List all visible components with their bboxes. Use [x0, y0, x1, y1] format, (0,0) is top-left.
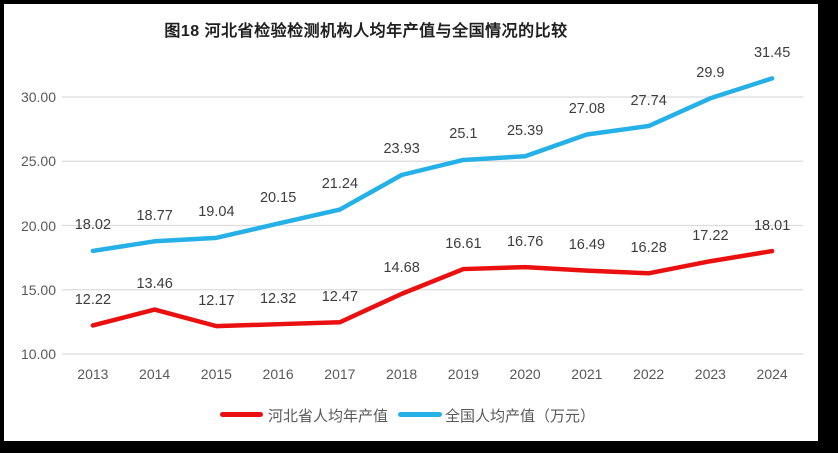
- data-label-series-1: 23.93: [383, 141, 420, 158]
- x-axis-tick-label: 2014: [139, 366, 171, 382]
- x-axis-tick-label: 2013: [77, 366, 109, 382]
- y-axis-tick-label: 10.00: [20, 346, 56, 362]
- data-label-series-1: 21.24: [321, 176, 359, 193]
- data-label-series-1: 25.1: [449, 126, 478, 143]
- data-label-series-1: 19.04: [198, 204, 235, 221]
- legend-label-national: 全国人均产值（万元）: [445, 408, 596, 425]
- data-label-series-0: 13.46: [136, 276, 173, 293]
- data-label-series-1: 29.9: [696, 64, 725, 81]
- data-label-series-0: 12.47: [321, 288, 359, 305]
- y-axis-tick-label: 20.00: [20, 217, 56, 234]
- series-line-1: [90, 76, 775, 254]
- data-label-series-0: 18.01: [753, 217, 791, 234]
- data-label-series-1: 27.08: [568, 101, 606, 118]
- series-lines: [90, 76, 775, 329]
- data-label-series-0: 12.22: [74, 291, 112, 308]
- legend-line-swatch-hebei: [220, 412, 263, 417]
- data-label-series-1: 27.74: [630, 92, 667, 109]
- chart-title: 图18 河北省检验检测机构人均年产值与全国情况的比较: [164, 23, 568, 40]
- x-axis-tick-label: 2020: [509, 366, 541, 382]
- data-label-series-1: 18.02: [74, 217, 112, 234]
- x-axis-tick-label: 2024: [756, 366, 788, 382]
- data-label-series-0: 17.22: [692, 227, 729, 244]
- gridlines: [62, 96, 803, 355]
- x-axis-tick-label: 2021: [571, 366, 603, 382]
- y-axis-tick-label: 15.00: [20, 281, 56, 298]
- x-axis-tick-label: 2023: [694, 366, 726, 382]
- y-axis-tick-label: 25.00: [20, 153, 56, 170]
- data-label-series-0: 16.49: [568, 237, 606, 254]
- x-axis-tick-label: 2015: [200, 366, 232, 382]
- x-axis-tick-label: 2019: [447, 366, 479, 382]
- chart-canvas: 图18 河北省检验检测机构人均年产值与全国情况的比较 10.00 15.00 20.…: [4, 4, 818, 441]
- data-label-series-0: 16.28: [630, 239, 667, 256]
- x-axis-tick-label: 2017: [324, 366, 356, 382]
- y-axis-tick-label: 30.00: [20, 89, 56, 105]
- data-label-series-0: 16.61: [445, 235, 482, 252]
- data-label-series-0: 12.32: [259, 290, 297, 307]
- x-axis-tick-label: 2022: [633, 366, 665, 382]
- legend-label-hebei: 河北省人均年产值: [268, 408, 389, 425]
- data-label-series-0: 14.68: [383, 260, 420, 277]
- x-axis-tick-label: 2016: [262, 366, 294, 382]
- series-line-0: [90, 248, 775, 329]
- x-axis-tick-label: 2018: [386, 366, 418, 382]
- data-label-series-0: 16.76: [506, 233, 544, 250]
- data-label-series-1: 18.77: [136, 207, 173, 224]
- data-label-series-1: 31.45: [753, 44, 791, 61]
- legend-line-swatch-national: [398, 412, 442, 417]
- data-label-series-1: 25.39: [506, 122, 544, 139]
- data-label-series-0: 12.17: [198, 292, 235, 309]
- data-label-series-1: 20.15: [259, 190, 297, 207]
